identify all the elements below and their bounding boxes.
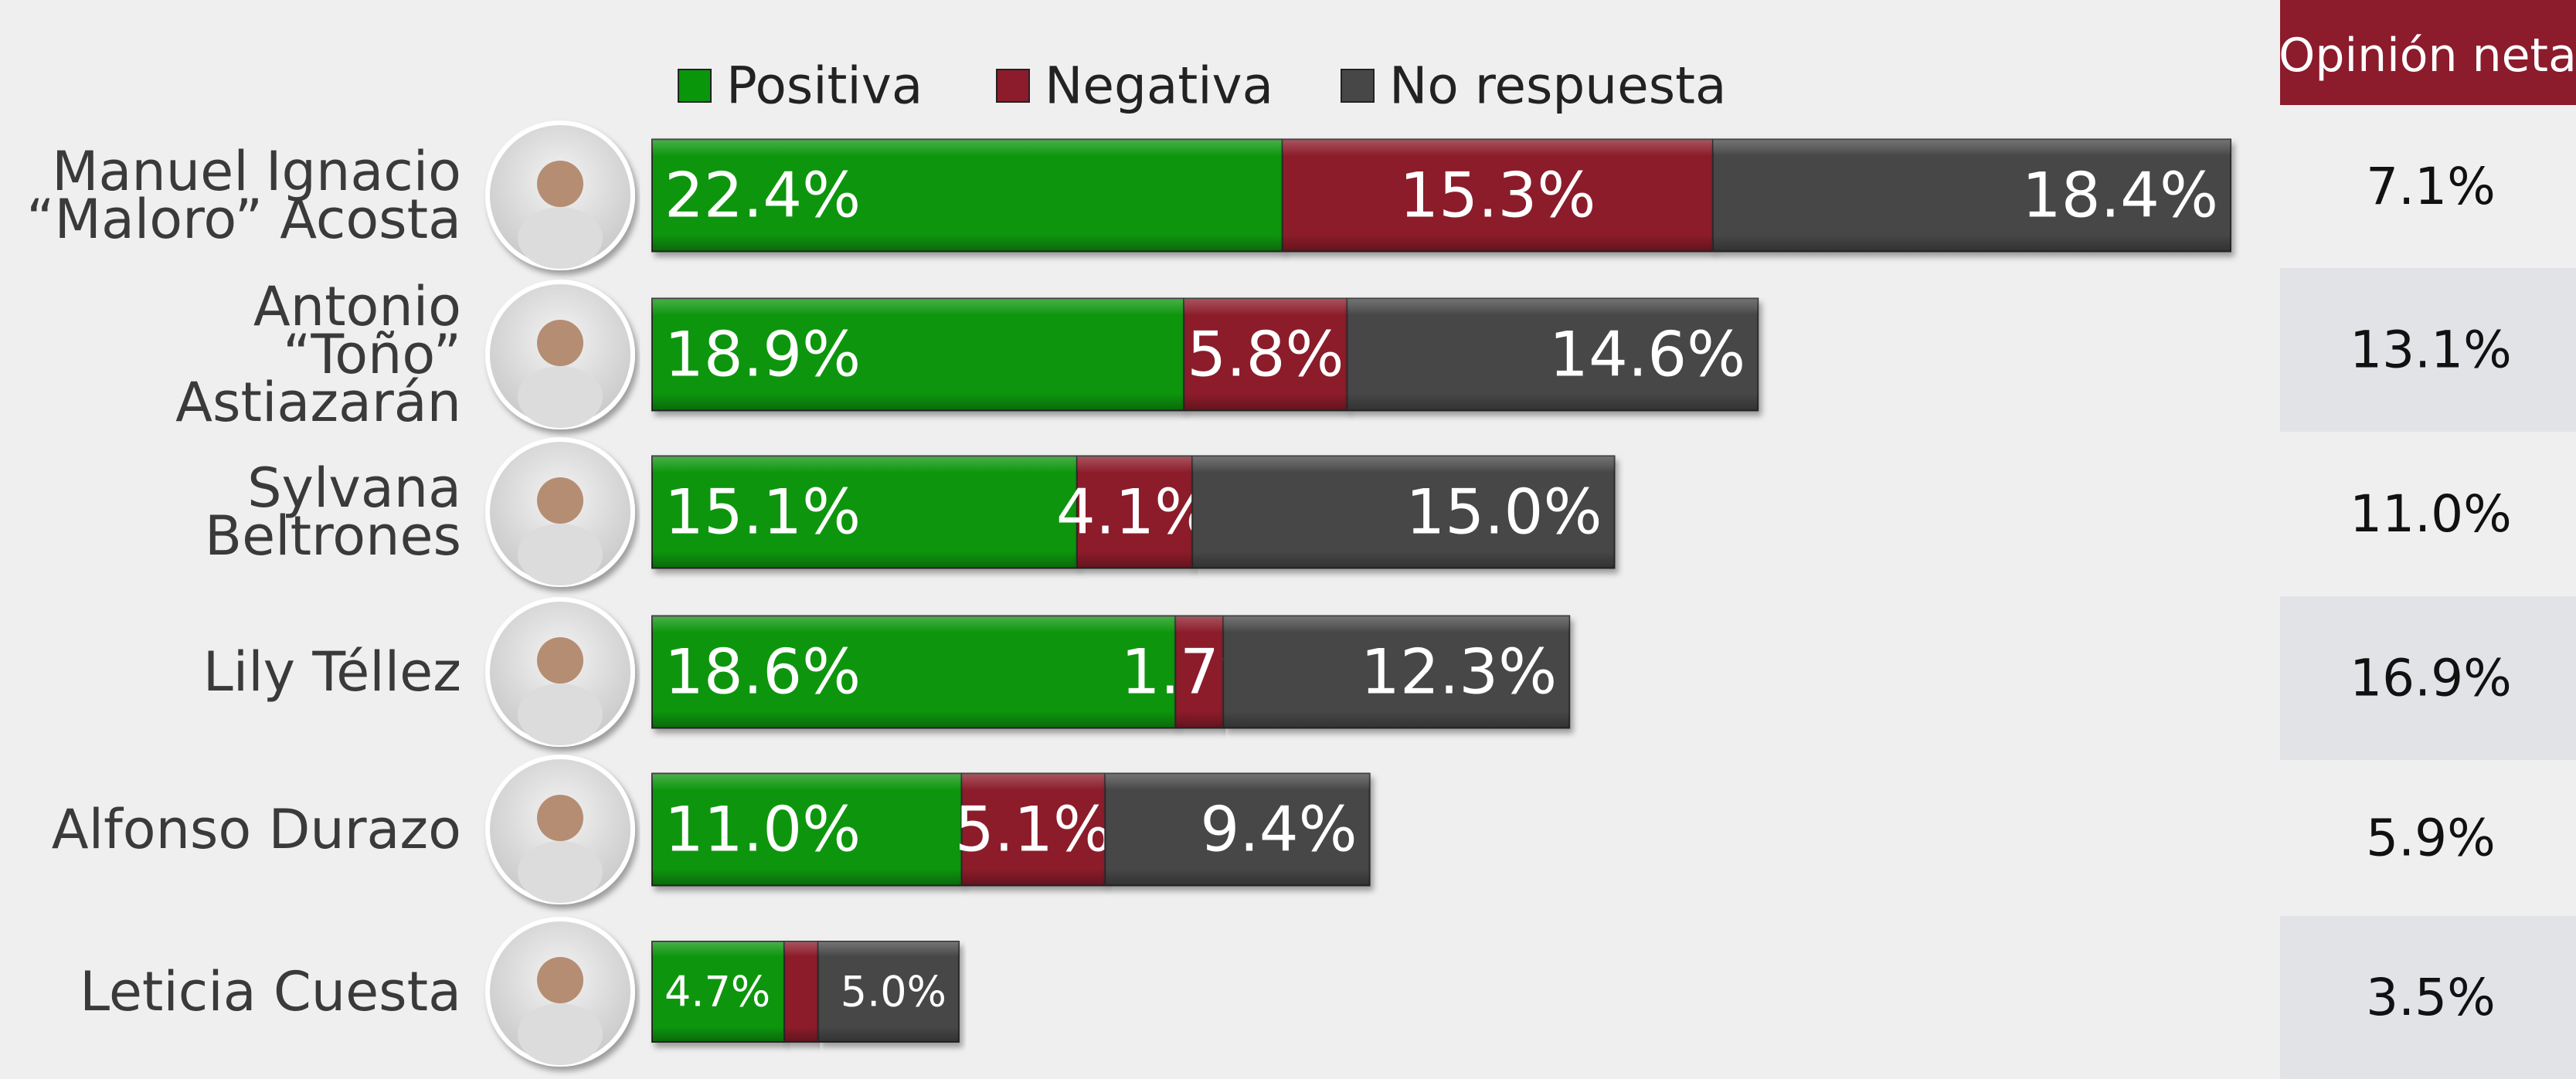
net-value: 7.1%	[2366, 157, 2496, 216]
value-label: 14.6%	[1549, 319, 1745, 391]
legend-swatch	[996, 69, 1030, 103]
photo-figure	[518, 524, 603, 585]
value-label: 15.1%	[664, 477, 861, 548]
net-cell-bg	[2280, 596, 2576, 760]
bar-bevel	[961, 773, 1106, 886]
photo-head	[537, 161, 583, 207]
net-value: 13.1%	[2350, 321, 2512, 380]
legend-label: Negativa	[1045, 56, 1273, 116]
photo-head	[537, 477, 583, 524]
bar-bevel	[652, 616, 1176, 728]
photo-figure	[518, 841, 603, 903]
photo-figure	[518, 366, 603, 428]
value-label: 18.6%	[664, 636, 861, 708]
value-label: 18.4%	[2022, 160, 2218, 232]
net-value: 5.9%	[2366, 809, 2496, 868]
value-label: 15.0%	[1405, 477, 1602, 548]
value-label: 9.4%	[1200, 794, 1357, 866]
bar-bevel	[784, 942, 818, 1042]
net-header: Opinión neta	[2279, 29, 2576, 83]
photo-figure	[518, 207, 603, 269]
net-cell-bg	[2280, 268, 2576, 432]
value-label: 15.3%	[1399, 160, 1596, 232]
legend-label: No respuesta	[1389, 56, 1726, 116]
bar-bevel	[1184, 298, 1347, 411]
bar-bevel	[652, 942, 785, 1042]
candidate-name: Antonio “Toño” Astiazarán	[175, 275, 461, 434]
value-label: 4.1%	[1056, 477, 1213, 548]
photo-head	[537, 795, 583, 841]
candidate-name: Sylvana Beltrones	[205, 456, 461, 568]
legend-swatch	[1341, 69, 1375, 103]
bar-bevel	[1192, 456, 1615, 568]
value-label: 11.0%	[664, 794, 861, 866]
candidate-name: Leticia Cuesta	[80, 960, 461, 1023]
bar-bevel	[1712, 139, 2231, 252]
net-value: 16.9%	[2350, 649, 2512, 708]
bar-bevel	[1175, 616, 1224, 728]
candidate-name: Manuel Ignacio “Maloro” Acosta	[26, 140, 461, 251]
value-label: 5.0%	[841, 968, 946, 1016]
bar-bevel	[817, 942, 959, 1042]
bar-bevel	[1076, 456, 1193, 568]
legend-swatch	[678, 69, 712, 103]
value-label: 18.9%	[664, 319, 861, 391]
bar-bevel	[1347, 298, 1759, 411]
bar-bevel	[652, 456, 1077, 568]
candidate-name: Lily Téllez	[202, 640, 461, 704]
value-label: 12.3%	[1361, 636, 1557, 708]
value-label: 22.4%	[664, 160, 861, 232]
value-label: 5.1%	[955, 794, 1112, 866]
bar-bevel	[652, 773, 962, 886]
net-header-bg	[2280, 0, 2576, 105]
candidate-name: Alfonso Durazo	[51, 798, 461, 861]
bar-bevel	[1223, 616, 1570, 728]
bar-bevel	[1105, 773, 1370, 886]
photo-head	[537, 320, 583, 366]
photo-figure	[518, 684, 603, 745]
bar-bevel	[652, 298, 1184, 411]
legend-label: Positiva	[726, 56, 923, 116]
photo-head	[537, 957, 583, 1003]
net-cell-bg	[2280, 916, 2576, 1079]
photo-figure	[518, 1003, 603, 1065]
net-value: 3.5%	[2366, 968, 2496, 1027]
value-label: 4.7%	[664, 968, 770, 1016]
photo-head	[537, 637, 583, 684]
bar-bevel	[652, 139, 1283, 252]
value-label: 5.8%	[1187, 319, 1344, 391]
bar-bevel	[1282, 139, 1713, 252]
net-value: 11.0%	[2350, 484, 2512, 544]
